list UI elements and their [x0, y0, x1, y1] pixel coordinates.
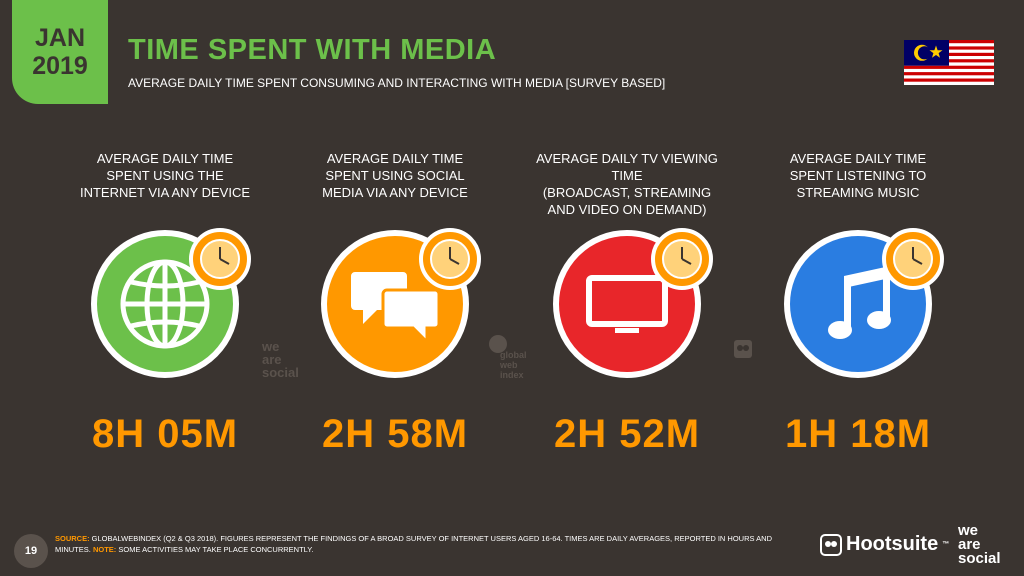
card-label: AVERAGE DAILY TIME SPENT USING SOCIAL ME…: [322, 151, 468, 200]
tv-time-value: 2H 52M: [553, 412, 701, 456]
card-label: AVERAGE DAILY TIME SPENT USING THE INTER…: [79, 151, 250, 200]
social-time-value: 2H 58M: [321, 412, 469, 456]
globe-icon: [120, 259, 210, 349]
internet-time-value: 8H 05M: [91, 412, 239, 456]
we-are-social-logo: we are social: [958, 522, 1001, 567]
malaysia-flag-icon: [904, 40, 994, 85]
date-badge: JAN 2019: [12, 0, 108, 104]
music-note-icon: [828, 266, 891, 339]
card-internet: AVERAGE DAILY TIME SPENT USING THE INTER…: [70, 150, 260, 457]
source-note: SOURCE: GLOBALWEBINDEX (Q2 & Q3 2018). F…: [55, 534, 773, 554]
hootsuite-owl-watermark-icon: [734, 340, 752, 358]
globalwebindex-watermark: global web index: [500, 350, 527, 380]
clock-icon: [419, 228, 481, 290]
we-are-social-watermark: we are social: [262, 339, 299, 380]
globalwebindex-logo-icon: [489, 335, 507, 353]
page-subtitle: AVERAGE DAILY TIME SPENT CONSUMING AND I…: [128, 76, 666, 90]
page-number: 19: [14, 534, 48, 568]
chat-bubbles-icon: [351, 272, 441, 346]
owl-icon: [820, 533, 842, 556]
music-time-value: 1H 18M: [784, 412, 932, 456]
date-year: 2019: [32, 52, 88, 80]
clock-icon: [651, 228, 713, 290]
card-social-media: AVERAGE DAILY TIME SPENT USING SOCIAL ME…: [300, 150, 490, 457]
clock-icon: [189, 228, 251, 290]
hootsuite-logo: Hootsuite ™: [820, 533, 949, 556]
date-month: JAN: [34, 24, 85, 52]
card-label: AVERAGE DAILY TV VIEWING TIME (BROADCAST…: [536, 151, 718, 217]
clock-icon: [882, 228, 944, 290]
page-title: TIME SPENT WITH MEDIA: [128, 34, 497, 66]
card-label: AVERAGE DAILY TIME SPENT LISTENING TO ST…: [789, 151, 927, 200]
internet-circle: [91, 230, 239, 378]
tv-icon: [586, 275, 668, 333]
card-tv: AVERAGE DAILY TV VIEWING TIME (BROADCAST…: [527, 150, 727, 457]
card-music: AVERAGE DAILY TIME SPENT LISTENING TO ST…: [763, 150, 953, 457]
